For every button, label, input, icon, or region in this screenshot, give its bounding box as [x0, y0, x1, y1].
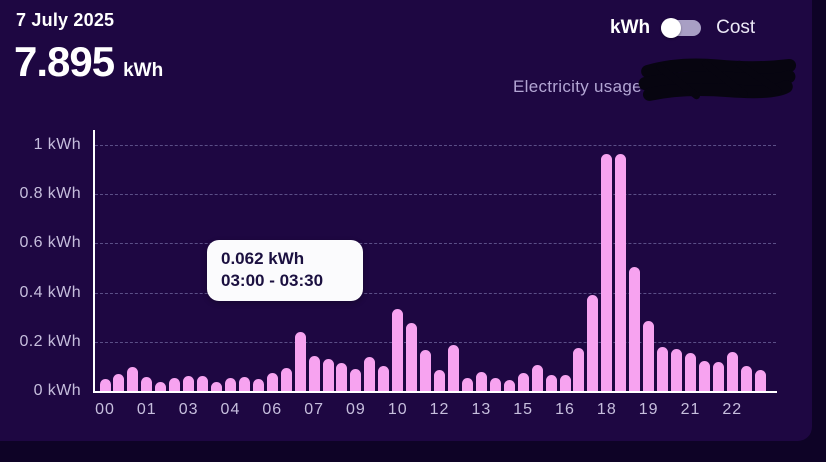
- usage-bar[interactable]: [406, 323, 418, 391]
- usage-bar[interactable]: [503, 380, 515, 391]
- usage-bar[interactable]: [238, 377, 250, 391]
- x-tick-label: 22: [722, 401, 743, 418]
- redaction-scribble: [638, 58, 797, 101]
- gridline: [95, 292, 776, 294]
- toggle-kwh-label: kWh: [610, 17, 651, 38]
- total-usage: 7.895 kWh: [14, 40, 163, 84]
- x-tick-label: 09: [346, 401, 366, 418]
- usage-bar[interactable]: [684, 353, 696, 391]
- toggle-knob[interactable]: [661, 18, 682, 38]
- x-tick-label: 16: [555, 401, 575, 418]
- x-tick-label: 03: [178, 401, 199, 418]
- x-tick-label: 10: [387, 401, 408, 418]
- usage-bar[interactable]: [448, 345, 459, 391]
- usage-bar[interactable]: [322, 359, 334, 391]
- kwh-cost-toggle[interactable]: [661, 18, 702, 38]
- usage-bar[interactable]: [489, 378, 501, 391]
- usage-bar[interactable]: [754, 370, 766, 391]
- usage-bar[interactable]: [420, 350, 432, 391]
- usage-bar[interactable]: [364, 357, 376, 391]
- usage-bar[interactable]: [294, 332, 306, 391]
- total-usage-value: 7.895: [14, 38, 115, 85]
- y-tick-label: 1 kWh: [33, 136, 81, 153]
- x-tick-label: 12: [429, 401, 450, 418]
- usage-bar[interactable]: [671, 349, 683, 391]
- usage-bar[interactable]: [183, 376, 195, 391]
- x-tick-label: 07: [304, 401, 324, 418]
- x-tick-label: 21: [680, 401, 701, 418]
- bar-tooltip: 0.062 kWh 03:00 - 03:30: [207, 240, 363, 301]
- usage-bar[interactable]: [475, 372, 487, 391]
- usage-bar[interactable]: [601, 154, 613, 391]
- usage-bar[interactable]: [643, 321, 655, 391]
- usage-bar[interactable]: [726, 352, 738, 391]
- usage-bar[interactable]: [113, 374, 125, 391]
- usage-bar[interactable]: [350, 369, 362, 391]
- x-tick-label: 15: [513, 401, 534, 418]
- y-tick-label: 0.6 kWh: [19, 234, 81, 252]
- y-tick-label: 0.4 kWh: [19, 283, 81, 301]
- usage-bar[interactable]: [615, 154, 627, 391]
- unit-toggle-group: kWh Cost: [610, 15, 790, 41]
- gridline: [95, 341, 776, 343]
- usage-bar[interactable]: [169, 378, 181, 391]
- usage-bar[interactable]: [531, 365, 543, 391]
- usage-bar[interactable]: [197, 376, 209, 391]
- y-tick-label: 0 kWh: [33, 382, 81, 399]
- x-tick-label: 06: [262, 401, 283, 418]
- usage-bar[interactable]: [461, 378, 473, 391]
- usage-bar[interactable]: [698, 361, 710, 391]
- usage-bar[interactable]: [712, 362, 724, 391]
- usage-bar[interactable]: [587, 295, 599, 391]
- usage-bar[interactable]: [141, 377, 153, 391]
- usage-card: 7 July 2025 7.895 kWh kWh Cost Electrici…: [0, 0, 812, 441]
- x-tick-label: 04: [220, 401, 241, 418]
- gridline: [95, 194, 776, 196]
- usage-bar[interactable]: [657, 347, 669, 391]
- usage-bar[interactable]: [434, 370, 446, 391]
- usage-bar[interactable]: [740, 366, 752, 391]
- usage-bar[interactable]: [378, 366, 390, 391]
- usage-bar[interactable]: [127, 367, 139, 391]
- x-tick-label: 19: [638, 401, 659, 418]
- gridline: [95, 243, 776, 245]
- usage-bar[interactable]: [155, 382, 167, 391]
- usage-bar[interactable]: [545, 375, 557, 391]
- y-tick-label: 0.8 kWh: [19, 185, 81, 203]
- y-axis-line: [93, 130, 95, 393]
- gridline: [95, 145, 776, 146]
- usage-bar[interactable]: [224, 378, 236, 391]
- x-tick-label: 01: [136, 401, 157, 418]
- usage-bar[interactable]: [266, 373, 278, 391]
- usage-bar[interactable]: [517, 373, 529, 391]
- usage-bar[interactable]: [308, 356, 320, 391]
- toggle-cost-label: Cost: [716, 17, 756, 38]
- x-tick-label: 00: [95, 401, 115, 418]
- usage-bar[interactable]: [629, 267, 641, 391]
- usage-bar[interactable]: [99, 379, 111, 391]
- usage-bar[interactable]: [559, 375, 571, 391]
- usage-bar[interactable]: [211, 382, 223, 391]
- tooltip-time-range: 03:00 - 03:30: [221, 271, 324, 290]
- meter-subtitle: Electricity usage 1: [513, 77, 657, 96]
- usage-bar[interactable]: [336, 363, 348, 391]
- total-usage-unit: kWh: [123, 60, 164, 81]
- usage-bar[interactable]: [252, 379, 264, 391]
- usage-bar[interactable]: [573, 348, 585, 391]
- x-tick-label: 13: [471, 401, 492, 418]
- y-tick-label: 0.2 kWh: [19, 332, 81, 350]
- date-title: 7 July 2025: [16, 10, 115, 30]
- x-tick-label: 18: [596, 401, 617, 418]
- x-axis-line: [93, 391, 777, 393]
- usage-bar[interactable]: [392, 309, 404, 391]
- usage-bar[interactable]: [280, 368, 292, 391]
- tooltip-value: 0.062 kWh: [221, 249, 305, 268]
